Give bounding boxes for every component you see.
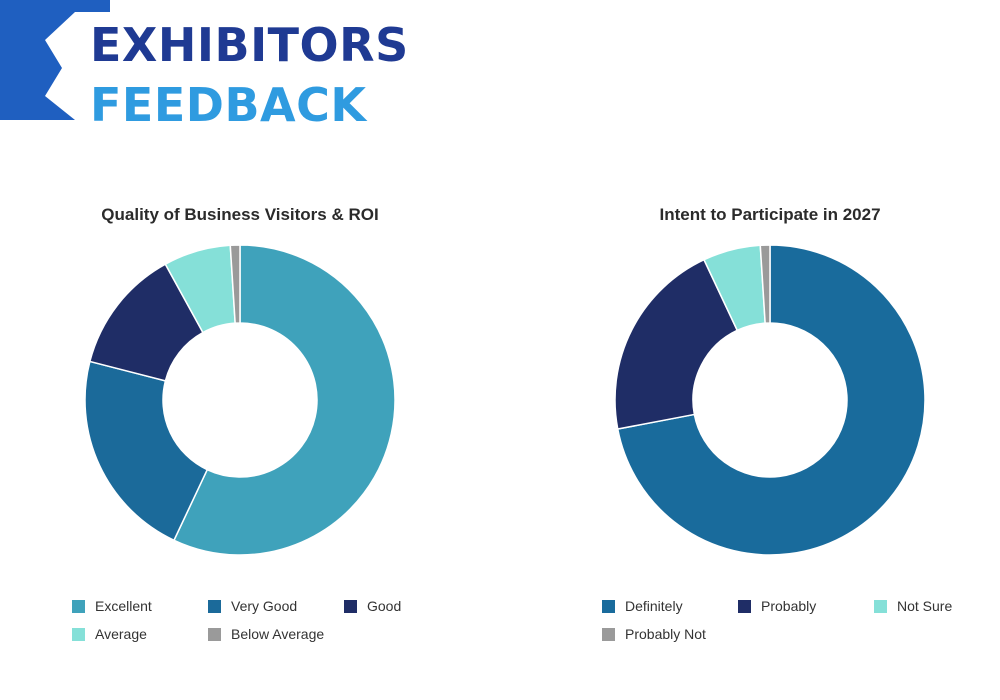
heading-line-feedback: FEEDBACK — [90, 78, 367, 132]
legend-swatch — [208, 627, 221, 641]
donut-slice-below-average — [229, 244, 241, 324]
donut-slice-excellent — [173, 244, 396, 556]
legend-swatch — [738, 599, 751, 613]
legend-label: Probably Not — [625, 626, 706, 642]
legend-label: Excellent — [95, 598, 152, 614]
legend-item-good: Good — [344, 598, 401, 614]
donut-slice-probably — [614, 258, 739, 430]
legend-swatch — [602, 627, 615, 641]
legend-swatch — [72, 627, 85, 641]
page-heading: EXHIBITORS FEEDBACK — [90, 22, 409, 128]
legend-label: Good — [367, 598, 402, 614]
donut-slice-definitely — [616, 244, 926, 556]
donut-slice-probably-not — [759, 244, 771, 324]
donut-chart-business-visitors — [84, 244, 396, 556]
donut-chart-intent-participate — [614, 244, 926, 556]
chart-panel-intent-participate: Intent to Participate in 2027 Definitely… — [560, 200, 980, 670]
legend-item-very-good: Very Good — [208, 598, 297, 614]
legend-item-not-sure: Not Sure — [874, 598, 952, 614]
legend-item-probably-not: Probably Not — [602, 626, 706, 642]
legend-item-excellent: Excellent — [72, 598, 152, 614]
legend-item-average: Average — [72, 626, 147, 642]
legend-label: Average — [95, 626, 147, 642]
legend-label: Not Sure — [897, 598, 953, 614]
legend-label: Below Average — [231, 626, 325, 642]
legend-swatch — [208, 599, 221, 613]
legend-item-definitely: Definitely — [602, 598, 683, 614]
legend-label: Definitely — [625, 598, 683, 614]
legend-swatch — [344, 599, 357, 613]
donut-slice-very-good — [84, 360, 209, 542]
chart-title: Quality of Business Visitors & ROI — [101, 205, 379, 224]
legend-item-probably: Probably — [738, 598, 816, 614]
legend-label: Probably — [761, 598, 817, 614]
corner-accent-shape — [0, 0, 110, 120]
legend-swatch — [602, 599, 615, 613]
legend-item-below-average: Below Average — [208, 626, 324, 642]
chart-title: Intent to Participate in 2027 — [659, 205, 881, 224]
legend-swatch — [72, 599, 85, 613]
legend-label: Very Good — [231, 598, 298, 614]
chart-panel-business-visitors: Quality of Business Visitors & ROI Excel… — [30, 200, 450, 670]
legend-swatch — [874, 599, 887, 613]
heading-line-exhibitors: EXHIBITORS — [90, 18, 409, 72]
